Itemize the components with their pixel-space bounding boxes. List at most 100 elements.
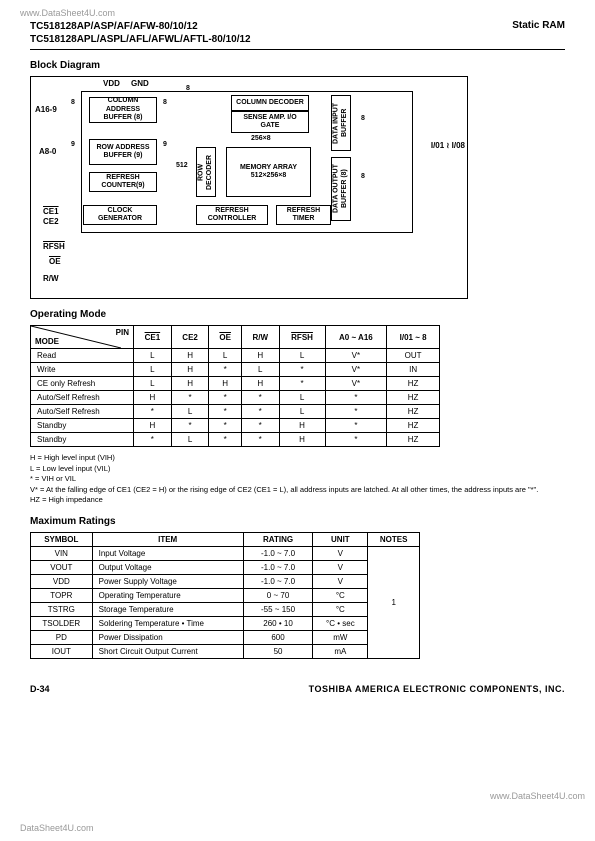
data-output-buffer-box: DATA OUTPUT BUFFER (8) <box>331 157 351 221</box>
item-name: Operating Temperature <box>92 588 243 602</box>
a16-9-label: A16-9 <box>35 105 57 114</box>
om-header-ce2: CE2 <box>171 326 209 349</box>
legend-vstar: V* = At the falling edge of CE1 (CE2 = H… <box>30 485 565 496</box>
mode-name: Auto/Self Refresh <box>31 391 134 405</box>
cell-value: IN <box>387 363 440 377</box>
cell-value: VIN <box>31 546 93 560</box>
cell-value: °C <box>313 588 368 602</box>
refresh-controller-box: REFRESH CONTROLLER <box>196 205 268 225</box>
table-row: VOUTOutput Voltage-1.0 ~ 7.0V <box>31 560 420 574</box>
block-diagram: VDD GND A16-9 A8-0 CE1 CE2 RFSH OE R/W I… <box>30 76 468 299</box>
table-row: Auto/Self RefreshH***L*HZ <box>31 391 440 405</box>
io-label: I/01 ≀ I/08 <box>431 141 465 151</box>
cell-value: L <box>171 405 209 419</box>
cell-value: H <box>171 363 209 377</box>
mode-name: Read <box>31 349 134 363</box>
table-row: TSTRGStorage Temperature-55 ~ 150°C <box>31 602 420 616</box>
cell-value: L <box>134 349 172 363</box>
cell-value: V <box>313 574 368 588</box>
cell-value: H <box>279 433 325 447</box>
cell-value: °C • sec <box>313 616 368 630</box>
watermark-bottom: DataSheet4U.com <box>20 823 94 833</box>
cell-value: L <box>241 363 279 377</box>
cell-value: -1.0 ~ 7.0 <box>243 574 313 588</box>
cell-value: mA <box>313 644 368 658</box>
cell-value: OUT <box>387 349 440 363</box>
om-header-rw: R/W <box>241 326 279 349</box>
om-header-io: I/01 ~ 8 <box>387 326 440 349</box>
operating-mode-table: PIN MODE CE1 CE2 OE R/W RFSH A0 ~ A16 I/… <box>30 325 440 447</box>
ce1-label: CE1 <box>43 207 59 216</box>
cell-value: HZ <box>387 391 440 405</box>
cell-value: * <box>171 391 209 405</box>
bus-9-a8: 9 <box>71 141 75 148</box>
cell-value: HZ <box>387 377 440 391</box>
cell-value: HZ <box>387 433 440 447</box>
cell-value: * <box>209 391 241 405</box>
clock-generator-box: CLOCK GENERATOR <box>83 205 157 225</box>
cell-value: L <box>279 391 325 405</box>
cell-value: IOUT <box>31 644 93 658</box>
refresh-counter-box: REFRESH COUNTER(9) <box>89 172 157 192</box>
rfsh-label: RFSH <box>43 242 65 251</box>
bus-512: 512 <box>176 162 188 169</box>
cell-value: H <box>134 391 172 405</box>
gnd-label: GND <box>131 79 149 88</box>
cell-value: -1.0 ~ 7.0 <box>243 546 313 560</box>
cell-value: H <box>134 419 172 433</box>
bus-256x8: 256×8 <box>251 135 271 142</box>
vdd-label: VDD <box>103 79 120 88</box>
cell-value: V <box>313 546 368 560</box>
mode-name: CE only Refresh <box>31 377 134 391</box>
cell-value: H <box>171 377 209 391</box>
table-row: ReadLHLHLV*OUT <box>31 349 440 363</box>
cell-value: VDD <box>31 574 93 588</box>
watermark-right: www.DataSheet4U.com <box>490 791 585 801</box>
legend-star: * = VIH or VIL <box>30 474 565 485</box>
item-name: Power Dissipation <box>92 630 243 644</box>
ce2-label: CE2 <box>43 217 59 226</box>
cell-value: H <box>241 349 279 363</box>
mode-name: Write <box>31 363 134 377</box>
table-row: VDDPower Supply Voltage-1.0 ~ 7.0V <box>31 574 420 588</box>
cell-value: V* <box>325 349 387 363</box>
table-row: TOPROperating Temperature0 ~ 70°C <box>31 588 420 602</box>
mode-name: Standby <box>31 419 134 433</box>
cell-value: PD <box>31 630 93 644</box>
block-diagram-title: Block Diagram <box>30 60 565 71</box>
item-name: Power Supply Voltage <box>92 574 243 588</box>
cell-value: * <box>279 377 325 391</box>
row-addr-buffer-box: ROW ADDRESS BUFFER (9) <box>89 139 157 165</box>
cell-value: * <box>279 363 325 377</box>
bus-8-a16: 8 <box>71 99 75 106</box>
om-header-ce1: CE1 <box>134 326 172 349</box>
om-header-oe: OE <box>209 326 241 349</box>
item-name: Short Circuit Output Current <box>92 644 243 658</box>
cell-value: * <box>325 419 387 433</box>
mr-header-unit: UNIT <box>313 532 368 546</box>
cell-value: 0 ~ 70 <box>243 588 313 602</box>
footer: D-34 TOSHIBA AMERICA ELECTRONIC COMPONEN… <box>30 684 565 694</box>
mr-header-notes: NOTES <box>368 532 420 546</box>
cell-value: * <box>325 433 387 447</box>
cell-value: mW <box>313 630 368 644</box>
cell-value: TSOLDER <box>31 616 93 630</box>
notes-cell: 1 <box>368 546 420 658</box>
legend-hz: HZ = High impedance <box>30 495 565 506</box>
watermark-top: www.DataSheet4U.com <box>20 8 115 18</box>
om-header-rfsh: RFSH <box>279 326 325 349</box>
cell-value: L <box>134 377 172 391</box>
cell-value: L <box>209 349 241 363</box>
table-row: TSOLDERSoldering Temperature • Time260 •… <box>31 616 420 630</box>
legend-l: L = Low level input (VIL) <box>30 464 565 475</box>
cell-value: V* <box>325 377 387 391</box>
cell-value: * <box>241 405 279 419</box>
cell-value: -1.0 ~ 7.0 <box>243 560 313 574</box>
refresh-timer-box: REFRESH TIMER <box>276 205 331 225</box>
a8-0-label: A8-0 <box>39 147 56 156</box>
om-header-addr: A0 ~ A16 <box>325 326 387 349</box>
bus-8-cab: 8 <box>163 99 167 106</box>
cell-value: °C <box>313 602 368 616</box>
data-input-buffer-box: DATA INPUT BUFFER <box>331 95 351 151</box>
table-row: WriteLH*L*V*IN <box>31 363 440 377</box>
